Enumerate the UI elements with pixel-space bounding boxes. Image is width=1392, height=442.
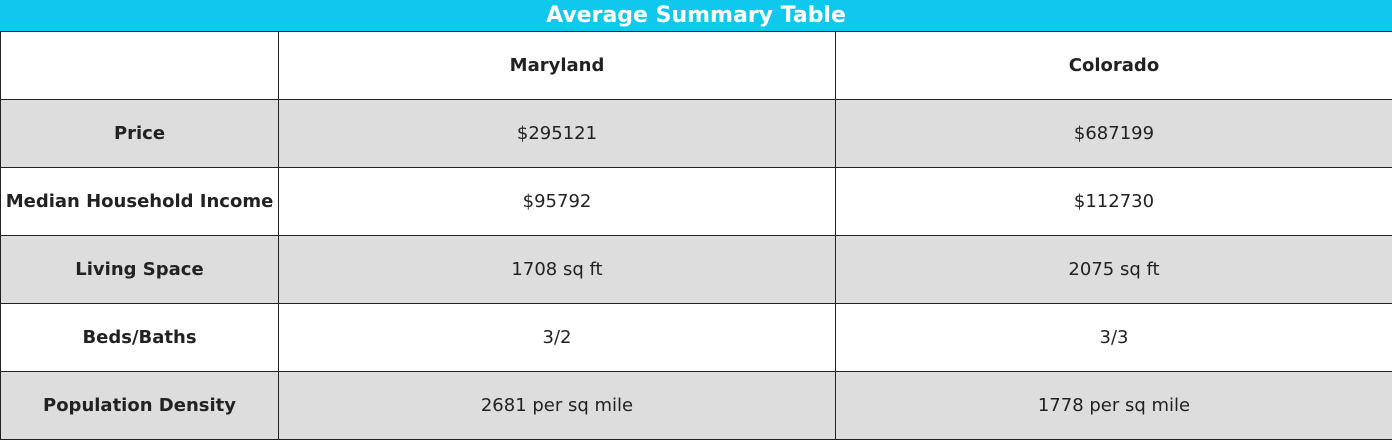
cell-price-maryland: $295121 <box>278 99 836 168</box>
cell-price-colorado: $687199 <box>835 99 1392 168</box>
table-row-median-household-income: Median Household Income $95792 $112730 <box>0 167 1392 236</box>
table-title: Average Summary Table <box>0 0 1392 31</box>
cell-income-colorado: $112730 <box>835 167 1392 236</box>
header-corner-cell <box>0 31 279 100</box>
table-row-price: Price $295121 $687199 <box>0 99 1392 168</box>
cell-population-density-colorado: 1778 per sq mile <box>835 371 1392 440</box>
cell-living-space-colorado: 2075 sq ft <box>835 235 1392 304</box>
cell-income-maryland: $95792 <box>278 167 836 236</box>
table-row-living-space: Living Space 1708 sq ft 2075 sq ft <box>0 235 1392 304</box>
table-row-beds-baths: Beds/Baths 3/2 3/3 <box>0 303 1392 372</box>
table-row-population-density: Population Density 2681 per sq mile 1778… <box>0 371 1392 440</box>
column-header-colorado: Colorado <box>835 31 1392 100</box>
row-label-living-space: Living Space <box>0 235 279 304</box>
row-label-population-density: Population Density <box>0 371 279 440</box>
header-row: Maryland Colorado <box>0 31 1392 100</box>
row-label-median-household-income: Median Household Income <box>0 167 279 236</box>
column-header-maryland: Maryland <box>278 31 836 100</box>
row-label-beds-baths: Beds/Baths <box>0 303 279 372</box>
cell-living-space-maryland: 1708 sq ft <box>278 235 836 304</box>
cell-population-density-maryland: 2681 per sq mile <box>278 371 836 440</box>
cell-beds-baths-maryland: 3/2 <box>278 303 836 372</box>
cell-beds-baths-colorado: 3/3 <box>835 303 1392 372</box>
row-label-price: Price <box>0 99 279 168</box>
summary-table: Maryland Colorado Price $295121 $687199 … <box>0 31 1392 440</box>
